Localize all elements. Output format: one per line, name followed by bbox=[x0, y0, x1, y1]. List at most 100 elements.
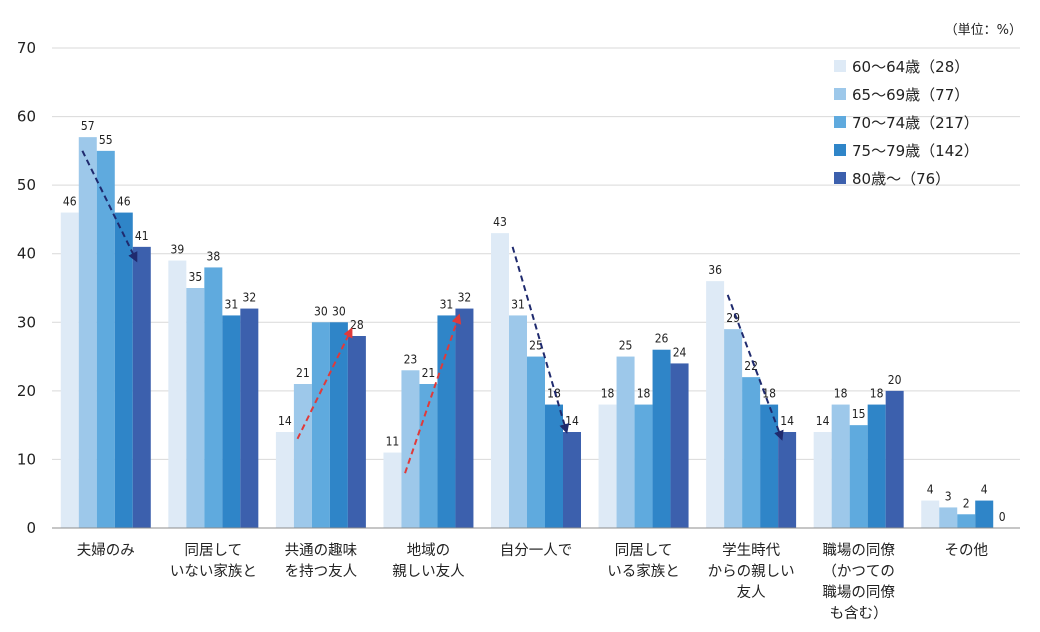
data-label: 43 bbox=[493, 215, 507, 229]
bar bbox=[455, 308, 474, 528]
data-label: 3 bbox=[945, 489, 952, 503]
category-label: 職場の同僚 bbox=[822, 542, 895, 559]
bar bbox=[78, 137, 97, 528]
bar bbox=[831, 404, 850, 528]
data-label: 18 bbox=[601, 387, 615, 401]
y-tick-label: 10 bbox=[17, 450, 36, 468]
data-label: 36 bbox=[708, 263, 722, 277]
y-axis: 0 10 20 30 40 50 60 70 bbox=[17, 39, 36, 537]
data-label: 0 bbox=[999, 510, 1006, 524]
bar bbox=[975, 500, 994, 528]
bar bbox=[311, 322, 330, 528]
data-label: 25 bbox=[619, 339, 633, 353]
bar bbox=[96, 150, 115, 528]
data-label: 21 bbox=[296, 366, 310, 380]
data-label: 14 bbox=[278, 414, 292, 428]
legend: 60～64歳（28） 65～69歳（77） 70～74歳（217） 75～79歳（14… bbox=[834, 58, 979, 188]
data-label: 15 bbox=[852, 407, 866, 421]
data-label: 46 bbox=[117, 195, 131, 209]
data-label: 22 bbox=[744, 359, 758, 373]
bar bbox=[275, 432, 294, 528]
data-label: 18 bbox=[762, 387, 776, 401]
bar bbox=[616, 356, 635, 528]
data-label: 20 bbox=[888, 373, 902, 387]
data-label: 41 bbox=[135, 229, 149, 243]
bar bbox=[939, 507, 958, 528]
unit-note: （単位：%） bbox=[945, 22, 1022, 38]
category-label: 親しい友人 bbox=[392, 563, 465, 580]
bar bbox=[347, 336, 366, 528]
legend-label: 65～69歳（77） bbox=[852, 86, 969, 104]
trend-arrow bbox=[296, 327, 353, 440]
bar bbox=[186, 288, 205, 528]
data-label: 14 bbox=[565, 414, 579, 428]
data-label: 14 bbox=[780, 414, 794, 428]
data-label: 31 bbox=[511, 297, 525, 311]
bar bbox=[849, 425, 868, 528]
bar bbox=[760, 404, 779, 528]
bar bbox=[742, 377, 761, 528]
legend-swatch bbox=[834, 116, 846, 128]
data-label: 21 bbox=[422, 366, 436, 380]
bar bbox=[670, 363, 689, 528]
data-label: 30 bbox=[314, 304, 328, 318]
bar bbox=[885, 390, 904, 528]
category-label: 自分一人で bbox=[500, 542, 573, 559]
data-label: 25 bbox=[529, 339, 543, 353]
legend-label: 75～79歳（142） bbox=[852, 142, 979, 160]
bar bbox=[706, 281, 725, 528]
data-label: 4 bbox=[981, 483, 988, 497]
legend-label: 60～64歳（28） bbox=[852, 58, 969, 76]
bar bbox=[563, 432, 581, 528]
trend-arrow bbox=[404, 313, 462, 474]
trend-arrow bbox=[81, 150, 138, 263]
data-label: 30 bbox=[332, 304, 346, 318]
legend-label: 80歳～（76） bbox=[852, 170, 950, 188]
bar bbox=[634, 404, 653, 528]
data-label: 11 bbox=[386, 435, 400, 449]
bar bbox=[957, 514, 976, 528]
trend-arrows-group bbox=[81, 150, 784, 474]
legend-swatch bbox=[834, 172, 846, 184]
data-label: 39 bbox=[170, 243, 184, 257]
data-label: 18 bbox=[834, 387, 848, 401]
bar bbox=[168, 260, 187, 528]
y-tick-label: 70 bbox=[17, 39, 36, 57]
data-label: 4 bbox=[927, 483, 934, 497]
category-label: （かつての bbox=[822, 563, 895, 580]
trend-arrow bbox=[511, 246, 570, 434]
bar bbox=[813, 432, 832, 528]
bar bbox=[383, 452, 402, 528]
y-tick-label: 20 bbox=[17, 382, 36, 400]
data-label: 46 bbox=[63, 195, 77, 209]
data-label: 57 bbox=[81, 119, 95, 133]
data-label: 14 bbox=[816, 414, 830, 428]
category-label: 友人 bbox=[737, 584, 766, 601]
data-label: 28 bbox=[350, 318, 364, 332]
data-label: 18 bbox=[547, 387, 561, 401]
bar bbox=[401, 370, 420, 528]
bar bbox=[240, 308, 259, 528]
trend-arrow bbox=[726, 294, 784, 441]
data-label: 23 bbox=[404, 352, 418, 366]
category-label: 地域の bbox=[407, 542, 451, 559]
bar bbox=[778, 432, 797, 528]
bar bbox=[60, 212, 79, 529]
legend-swatch bbox=[834, 88, 846, 100]
bar bbox=[867, 404, 886, 528]
category-label: いない家族と bbox=[170, 563, 257, 580]
data-label: 2 bbox=[963, 496, 970, 510]
y-tick-label: 30 bbox=[17, 313, 36, 331]
bar bbox=[491, 233, 509, 528]
bars-group bbox=[60, 137, 994, 529]
bar bbox=[204, 267, 223, 528]
data-label: 18 bbox=[870, 387, 884, 401]
category-label: 職場の同僚 bbox=[822, 584, 895, 601]
y-tick-label: 0 bbox=[26, 519, 36, 537]
bar bbox=[437, 315, 456, 528]
y-tick-label: 40 bbox=[17, 245, 36, 263]
bar bbox=[545, 404, 563, 528]
y-tick-label: 60 bbox=[17, 108, 36, 126]
